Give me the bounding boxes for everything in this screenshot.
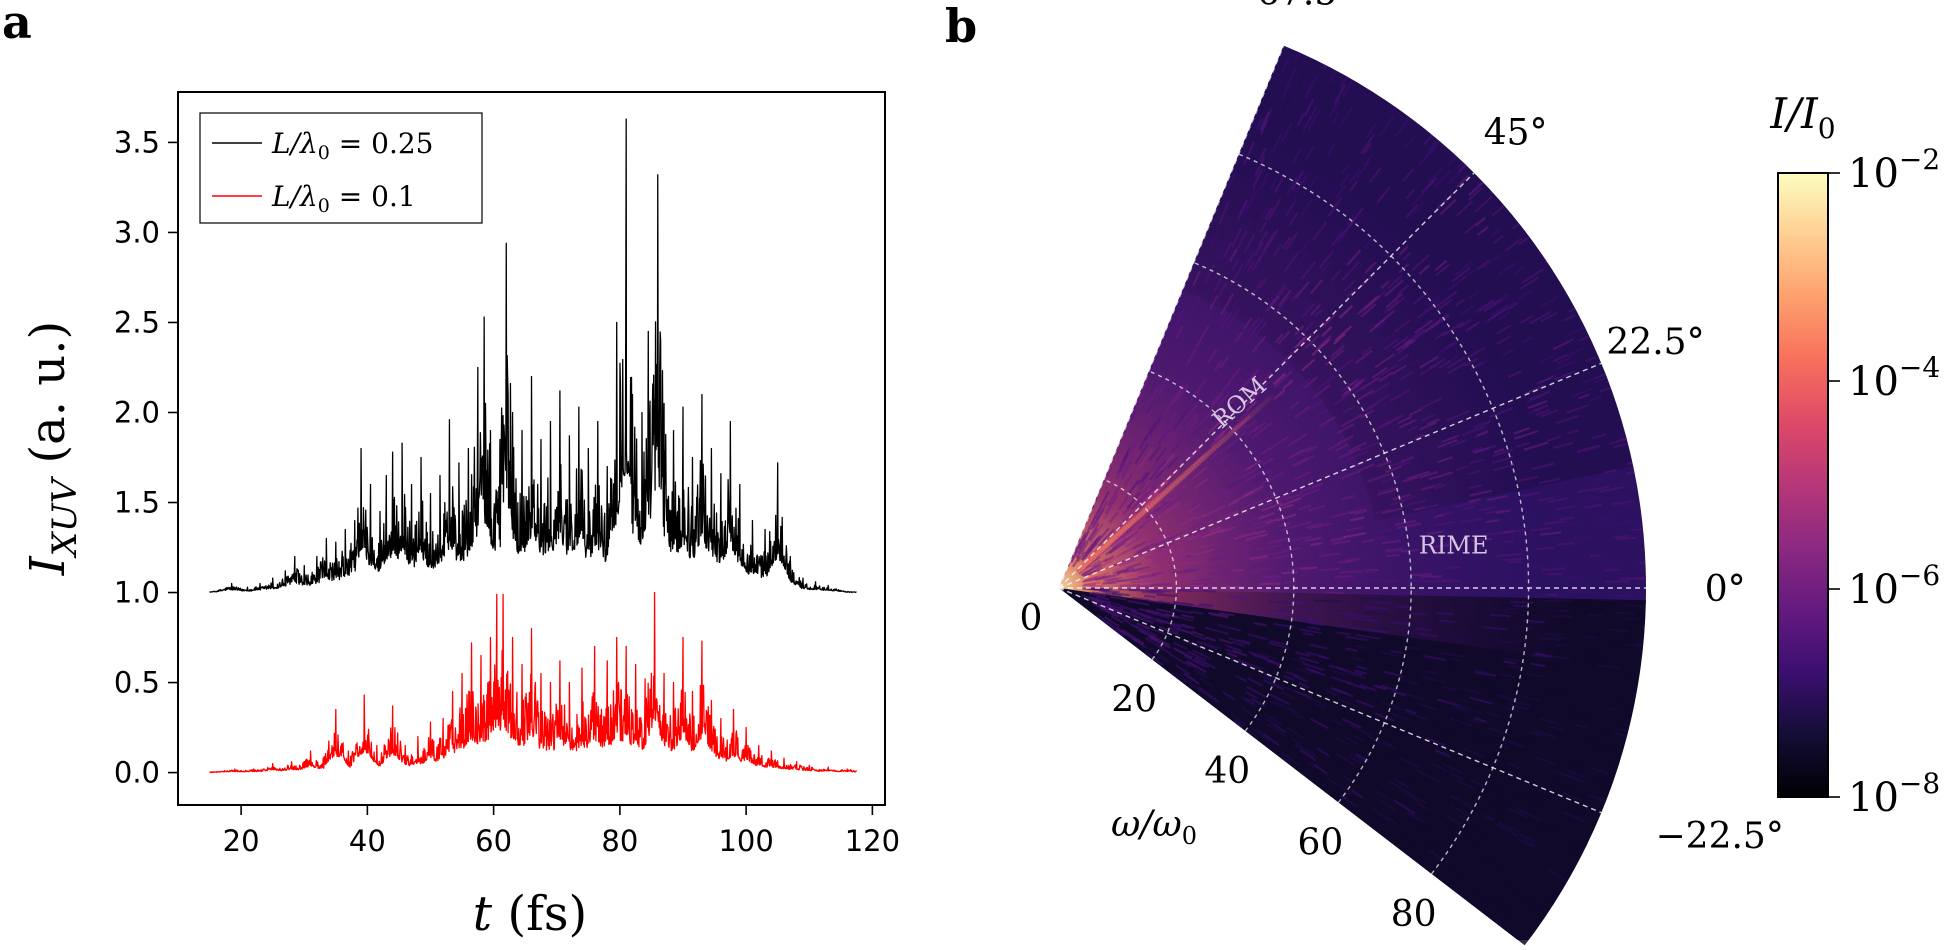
panel-label-b: b — [945, 0, 977, 53]
radial-grid-ring — [1193, 261, 1412, 803]
colorbar-tick-label: 10−8 — [1848, 767, 1940, 821]
y-tick-label: 0.0 — [114, 756, 160, 790]
radial-axis-label: ω/ω0 — [1111, 804, 1197, 850]
angle-tick-label: 0° — [1705, 569, 1746, 610]
colorbar: 10−2 10−4 10−6 10−8 I/I0 — [1769, 89, 1940, 821]
angle-tick-label: 22.5° — [1606, 322, 1704, 363]
y-tick-label: 1.0 — [114, 576, 160, 610]
legend-entry-0: L/λ0 = 0.25 — [271, 127, 433, 164]
x-tick-label: 60 — [475, 824, 512, 858]
y-tick-label: 1.5 — [114, 486, 160, 520]
y-tick-label: 2.5 — [114, 305, 160, 339]
legend-entry-1: L/λ0 = 0.1 — [271, 180, 416, 217]
y-tick-label: 3.5 — [114, 125, 160, 159]
y-tick-label: 2.0 — [114, 395, 160, 429]
radial-tick-labels: 0 20 40 60 80 — [1020, 598, 1437, 935]
radial-grid-ring — [1103, 478, 1178, 660]
legend: L/λ0 = 0.25 L/λ0 = 0.1 — [199, 112, 483, 224]
angle-tick-labels: −22.5° 0° 22.5° 45° 67.5° — [1257, 0, 1784, 857]
colorbar-label: I/I0 — [1769, 89, 1835, 145]
colorbar-tick-label: 10−4 — [1848, 351, 1940, 405]
x-axis-ticks: 20 40 60 80 100 120 — [223, 805, 900, 858]
angular-grid-line — [1059, 362, 1602, 589]
radial-tick-label: 20 — [1111, 680, 1157, 721]
angle-tick-label: 45° — [1484, 112, 1548, 153]
panel-a-line-chart: 20 40 60 80 100 120 0.00.51.01.52.02.53.03.5 … — [20, 91, 900, 942]
panel-label-a: a — [2, 0, 32, 49]
x-tick-label: 80 — [601, 824, 638, 858]
colorbar-tick-label: 10−2 — [1848, 143, 1940, 197]
y-tick-label: 0.5 — [114, 666, 160, 700]
heatmap-wedge — [1059, 45, 1646, 946]
radial-tick-label: 0 — [1020, 598, 1043, 639]
angular-grid-line — [1059, 172, 1475, 589]
series-line-0 — [209, 118, 857, 593]
series-line-1 — [209, 591, 858, 774]
x-tick-label: 120 — [845, 824, 900, 858]
x-tick-label: 20 — [223, 824, 260, 858]
radial-tick-label: 80 — [1391, 894, 1437, 935]
radial-tick-label: 60 — [1297, 822, 1343, 863]
x-axis-label: t (fs) — [473, 886, 587, 942]
series-layer — [209, 118, 858, 774]
angle-tick-label: 67.5° — [1257, 0, 1355, 14]
annotation-rime: RIME — [1419, 532, 1489, 560]
y-axis-label: IXUV (a. u.) — [20, 321, 85, 576]
x-tick-label: 100 — [718, 824, 773, 858]
heatmap-core-glow — [1059, 45, 1646, 670]
colorbar-tick-label: 10−6 — [1848, 559, 1940, 613]
angular-grid-line — [1059, 587, 1602, 814]
radial-grid-ring — [1238, 153, 1530, 875]
y-axis-ticks: 0.0 0.5 1.0 1.5 2.0 2.5 3.0 3.5 — [114, 125, 178, 790]
legend-box — [199, 112, 483, 224]
y-tick-label: 3.0 — [114, 215, 160, 249]
angle-tick-label: −22.5° — [1656, 816, 1784, 857]
axes-frame — [177, 91, 886, 806]
x-tick-label: 40 — [349, 824, 386, 858]
colorbar-ticks: 10−2 10−4 10−6 10−8 — [1828, 143, 1940, 821]
radial-tick-label: 40 — [1204, 751, 1250, 792]
colorbar-gradient — [1777, 172, 1829, 798]
heatmap-texture — [1067, 45, 1646, 926]
